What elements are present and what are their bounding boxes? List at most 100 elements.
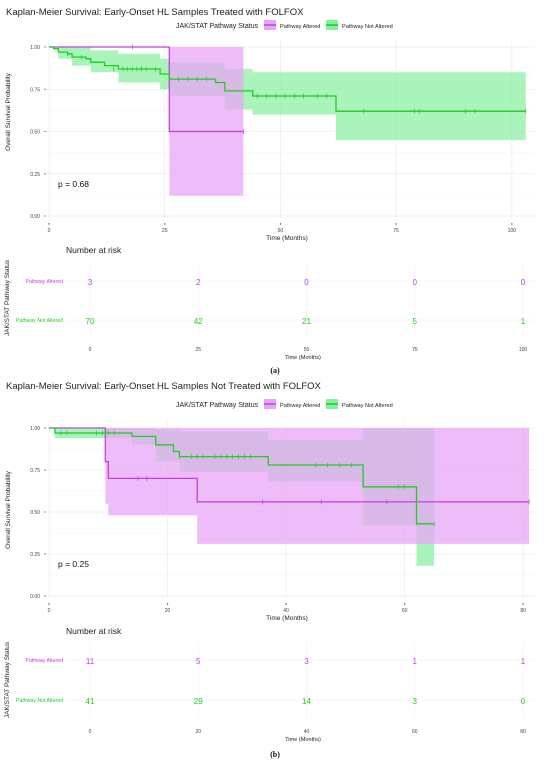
- risk-count: 41: [86, 697, 95, 706]
- legend-item-not-altered: Pathway Not Altered: [326, 20, 393, 30]
- x-axis-label: Time (Months): [266, 235, 308, 242]
- plot-area: 0.00 0.25 0.50 0.75 1.00 0 20 40 60 80: [30, 422, 535, 614]
- legend-item-altered: Pathway Altered: [264, 20, 320, 30]
- risk-x-tick-label: 0: [89, 729, 92, 735]
- km-line-not-altered: [49, 427, 435, 525]
- y-tick-label: 0.00: [30, 594, 40, 600]
- y-tick-label: 1.00: [30, 45, 40, 51]
- risk-table-y-label: JAK/STAT Pathway Status: [4, 641, 11, 718]
- risk-count: 29: [194, 697, 203, 706]
- panel-label-b: (b): [270, 750, 280, 759]
- panel-a: Kaplan-Meier Survival: Early-Onset HL Sa…: [4, 7, 535, 375]
- risk-count: 0: [521, 697, 526, 706]
- y-tick-mark: [44, 46, 46, 48]
- risk-count: 11: [86, 657, 95, 666]
- legend-label-not-altered: Pathway Not Altered: [342, 24, 393, 30]
- x-tick-label: 20: [165, 608, 171, 614]
- risk-x-tick-label: 100: [519, 347, 528, 353]
- chart-title: Kaplan-Meier Survival: Early-Onset HL Sa…: [6, 381, 322, 392]
- km-line-altered: [49, 46, 244, 133]
- y-axis-label: Overall Survival Probability: [5, 72, 12, 150]
- risk-row-label: Pathway Not Altered: [16, 698, 63, 704]
- x-tick-label: 75: [393, 228, 399, 234]
- y-tick-mark: [44, 595, 46, 597]
- x-tick-mark: [48, 223, 50, 225]
- risk-x-tick-label: 20: [195, 729, 201, 735]
- risk-table-y-label: JAK/STAT Pathway Status: [4, 259, 11, 336]
- y-tick-mark: [44, 88, 46, 90]
- legend-label-not-altered: Pathway Not Altered: [342, 403, 393, 409]
- risk-x-tick-label: 40: [304, 729, 310, 735]
- risk-row-label: Pathway Altered: [26, 279, 64, 285]
- ci-band-not-altered: [49, 47, 526, 140]
- x-tick-label: 0: [48, 608, 51, 614]
- p-value-annotation: p = 0.25: [58, 559, 89, 569]
- legend-label-altered: Pathway Altered: [280, 403, 320, 409]
- y-tick-label: 0.50: [30, 510, 40, 516]
- risk-x-tick-label: 50: [304, 347, 310, 353]
- risk-count: 0: [521, 278, 526, 287]
- y-tick-label: 0.75: [30, 87, 40, 93]
- x-tick-label: 25: [162, 228, 168, 234]
- y-tick-mark: [44, 427, 46, 429]
- risk-count: 5: [413, 317, 418, 326]
- ci-band-altered: [49, 428, 530, 544]
- x-tick-mark: [48, 603, 50, 605]
- risk-x-tick-label: 80: [520, 729, 526, 735]
- x-tick-mark: [403, 603, 406, 605]
- risk-count: 14: [302, 697, 311, 706]
- x-tick-label: 50: [278, 228, 284, 234]
- y-tick-mark: [44, 511, 46, 513]
- risk-count: 3: [304, 657, 309, 666]
- y-tick-label: 0.25: [30, 172, 40, 178]
- risk-count: 1: [521, 657, 526, 666]
- x-tick-label: 40: [283, 608, 289, 614]
- risk-x-tick-label: 60: [412, 729, 418, 735]
- legend-label-altered: Pathway Altered: [280, 24, 320, 30]
- km-line-not-altered: [49, 46, 526, 112]
- risk-x-tick-label: 0: [89, 347, 92, 353]
- risk-count: 3: [413, 697, 418, 706]
- risk-table-header: Number at risk: [66, 626, 122, 636]
- x-tick-mark: [522, 603, 524, 605]
- risk-row-label: Pathway Altered: [26, 658, 64, 664]
- legend-title: JAK/STAT Pathway Status: [176, 402, 259, 409]
- x-tick-label: 100: [508, 228, 517, 234]
- risk-x-tick-label: 25: [195, 347, 201, 353]
- x-tick-mark: [285, 603, 287, 605]
- y-tick-mark: [44, 215, 46, 217]
- risk-count: 2: [196, 278, 201, 287]
- risk-count: 1: [413, 657, 418, 666]
- risk-x-tick-label: 75: [412, 347, 418, 353]
- plot-area: 0.00 0.25 0.50 0.75 1.00 0 25 50 75 100: [30, 41, 535, 234]
- y-tick-label: 0.00: [30, 214, 40, 220]
- legend-item-altered: Pathway Altered: [264, 399, 320, 409]
- y-axis-label: Overall Survival Probability: [5, 470, 12, 548]
- x-tick-label: 0: [48, 228, 51, 234]
- risk-count: 5: [196, 657, 201, 666]
- p-value-annotation: p = 0.68: [58, 179, 89, 189]
- x-tick-mark: [279, 223, 282, 225]
- risk-count: 0: [304, 278, 309, 287]
- x-tick-label: 80: [520, 608, 526, 614]
- risk-table-header: Number at risk: [66, 245, 122, 255]
- risk-count: 1: [521, 317, 526, 326]
- risk-count: 0: [413, 278, 418, 287]
- legend-item-not-altered: Pathway Not Altered: [326, 399, 393, 409]
- legend-title: JAK/STAT Pathway Status: [176, 23, 259, 30]
- x-tick-mark: [166, 603, 169, 605]
- x-axis-label: Time (Months): [266, 615, 308, 622]
- x-tick-label: 60: [402, 608, 408, 614]
- risk-x-label: Time (Months): [285, 355, 321, 361]
- risk-count: 42: [194, 317, 203, 326]
- risk-row-label: Pathway Not Altered: [16, 318, 63, 324]
- y-tick-label: 0.50: [30, 130, 40, 136]
- ci-band-altered: [49, 47, 244, 196]
- panel-b: Kaplan-Meier Survival: Early-Onset HL Sa…: [4, 381, 535, 759]
- y-tick-mark: [44, 553, 46, 555]
- y-tick-mark: [44, 130, 46, 133]
- panel-label-a: (a): [270, 366, 280, 375]
- x-tick-mark: [164, 223, 166, 225]
- chart-title: Kaplan-Meier Survival: Early-Onset HL Sa…: [6, 7, 304, 18]
- y-tick-label: 1.00: [30, 426, 40, 432]
